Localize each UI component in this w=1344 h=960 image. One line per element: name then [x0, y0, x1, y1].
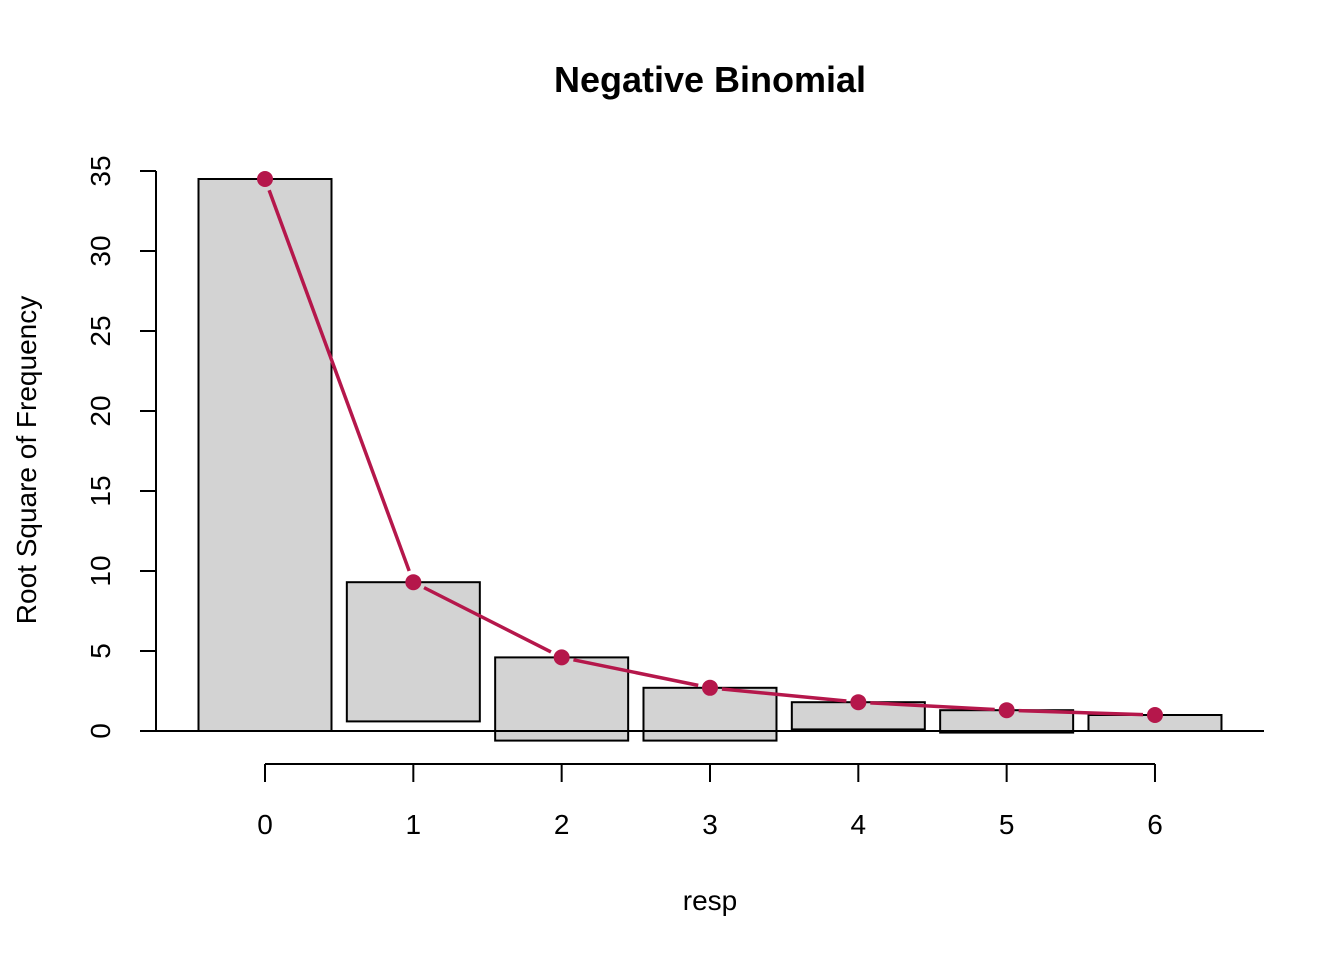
x-tick-label-1: 1: [406, 809, 422, 840]
x-axis-label: resp: [683, 885, 737, 916]
y-tick-label-10: 10: [85, 555, 116, 586]
fit-point-4: [850, 694, 867, 711]
chart-title: Negative Binomial: [554, 59, 866, 100]
bar-2: [494, 656, 630, 742]
y-axis-label: Root Square of Frequency: [11, 296, 42, 624]
fit-point-6: [1146, 707, 1163, 723]
y-tick-label-5: 5: [85, 643, 116, 659]
bar-1: [345, 581, 481, 723]
fit-segment-5: [1018, 708, 1144, 717]
y-tick-label-0: 0: [85, 723, 116, 739]
fit-segment-3: [721, 687, 847, 703]
y-tick-label-25: 25: [85, 315, 116, 346]
fit-segment-4: [870, 701, 995, 712]
y-axis: 0 5 10 15 20 25 30 35: [85, 155, 157, 739]
fitted-line-group: [257, 171, 1163, 723]
x-tick-label-3: 3: [702, 809, 718, 840]
fit-segment-1: [423, 586, 552, 654]
fit-point-5: [998, 702, 1015, 719]
x-tick-label-2: 2: [554, 809, 570, 840]
x-tick-label-5: 5: [999, 809, 1015, 840]
fit-point-0: [257, 171, 273, 187]
y-tick-label-20: 20: [85, 395, 116, 426]
fit-segment-2: [573, 658, 699, 688]
fit-point-1: [405, 574, 422, 591]
fit-segment-0: [267, 189, 411, 572]
fit-point-2: [553, 649, 570, 666]
x-axis: 0 1 2 3 4 5 6: [257, 763, 1163, 840]
y-tick-label-30: 30: [85, 235, 116, 266]
x-tick-label-6: 6: [1147, 809, 1163, 840]
bar-0: [197, 178, 333, 732]
y-tick-label-15: 15: [85, 475, 116, 506]
y-tick-label-35: 35: [85, 155, 116, 186]
x-tick-label-0: 0: [257, 809, 273, 840]
bars-group: [197, 178, 1223, 742]
x-tick-label-4: 4: [851, 809, 867, 840]
fit-point-3: [701, 679, 718, 696]
